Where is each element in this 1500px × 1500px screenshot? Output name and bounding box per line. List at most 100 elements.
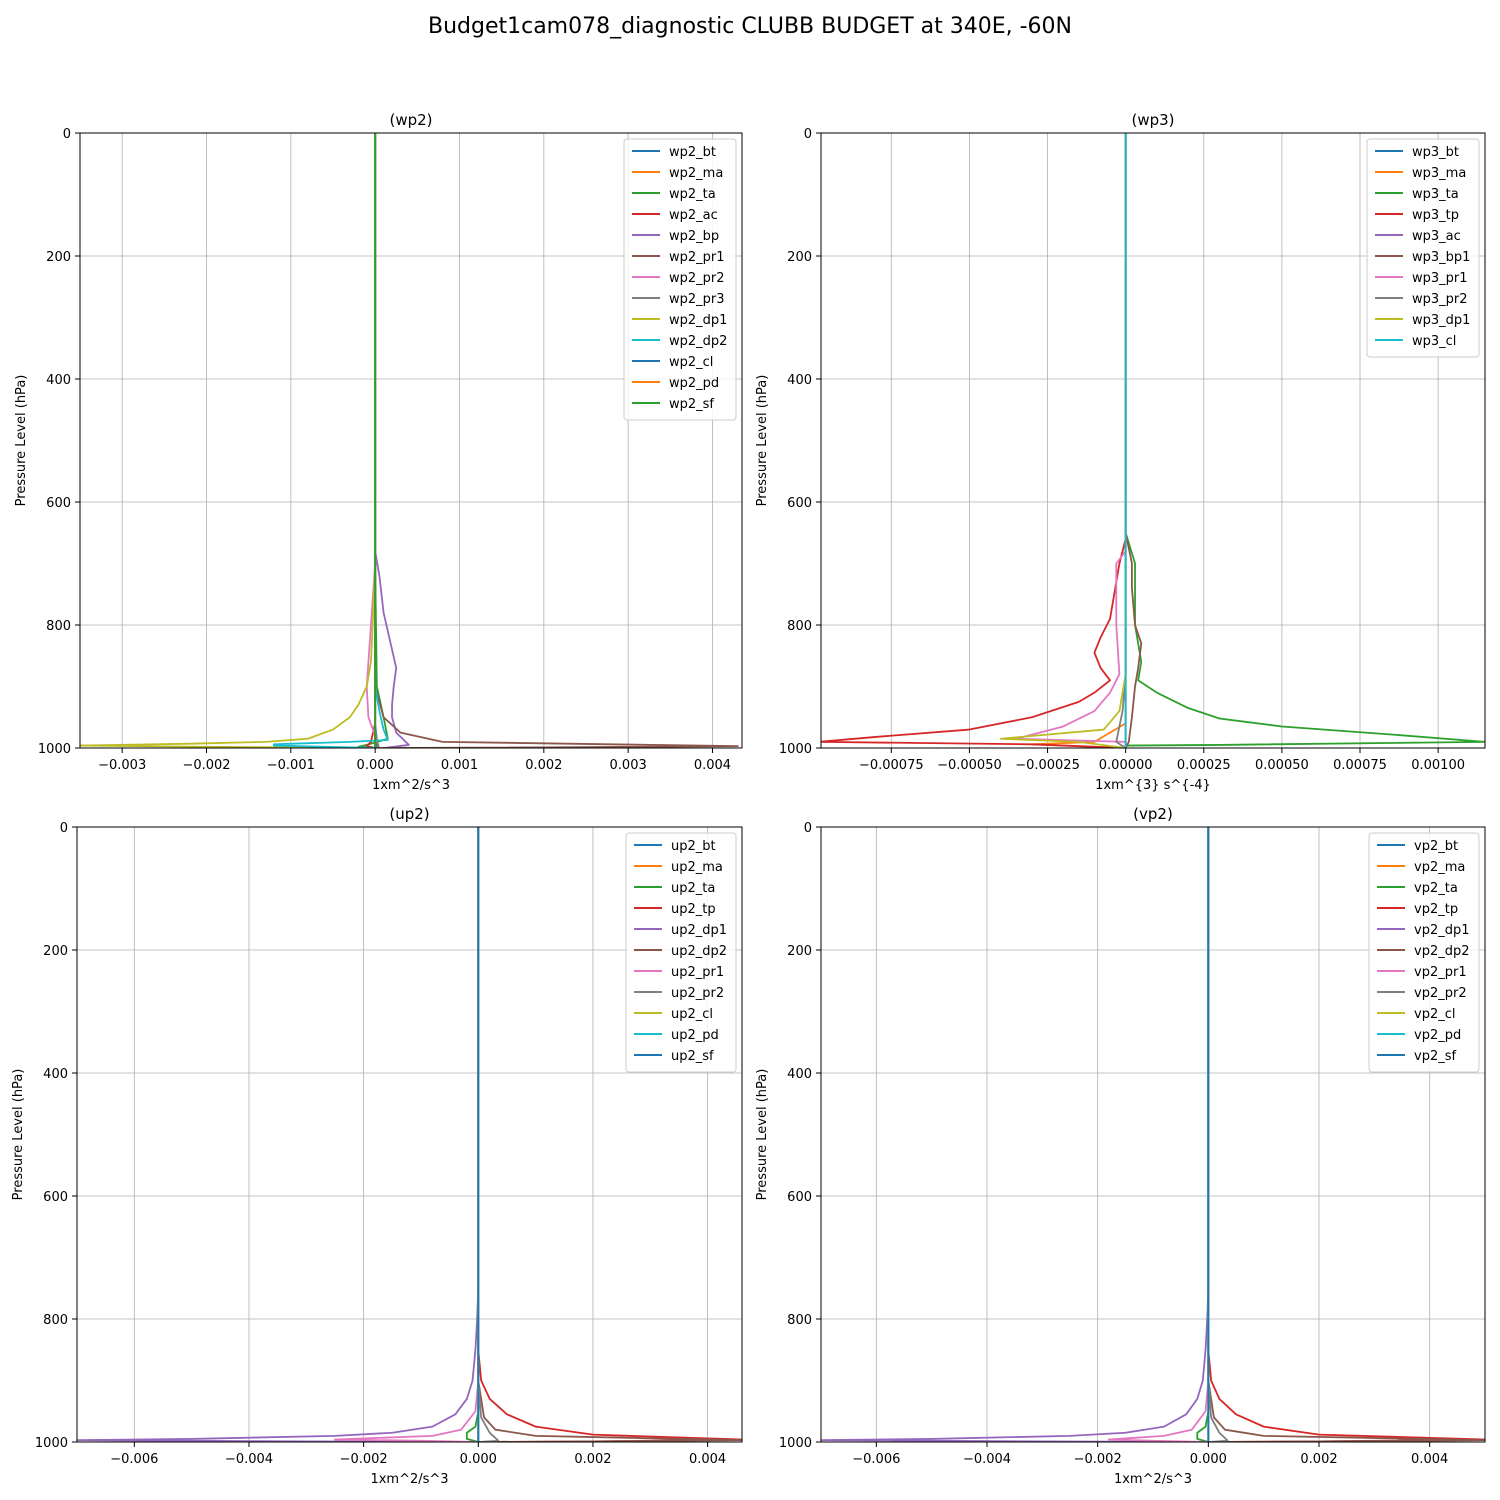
legend-entry: up2_dp2 [671, 944, 727, 959]
y-axis-label: Pressure Level (hPa) [11, 1069, 26, 1201]
y-tick-label: 200 [787, 250, 812, 265]
x-tick-label: 0.00000 [1099, 758, 1153, 773]
x-tick-label: −0.003 [98, 758, 146, 773]
x-tick-label: −0.001 [267, 758, 315, 773]
chart-title: (vp2) [1133, 805, 1173, 823]
series-line-wp3_tp [821, 133, 1127, 748]
series-line-vp2_dp1 [821, 827, 1210, 1442]
y-tick-label: 200 [43, 944, 68, 959]
legend-entry: wp3_ta [1412, 187, 1459, 202]
y-tick-label: 600 [787, 496, 812, 511]
legend-entry: wp2_dp1 [669, 313, 727, 328]
y-tick-label: 1000 [779, 1436, 812, 1451]
legend: up2_bt up2_ma up2_ta up2_tp up2_dp1 up2_dp2up… [625, 832, 737, 1073]
legend-frame [623, 138, 737, 421]
x-tick-label: −0.004 [225, 1452, 273, 1467]
y-tick-label: 800 [787, 619, 812, 634]
legend-entry: wp2_dp2 [669, 334, 727, 349]
legend-entry: wp3_tp [1412, 208, 1459, 223]
y-tick-label: 600 [46, 496, 71, 511]
figure-title: Budget1cam078_diagnostic CLUBB BUDGET at… [427, 14, 1073, 39]
series-line-wp3_dp1 [999, 133, 1127, 748]
axes-frame [76, 826, 743, 1443]
y-tick-label: 600 [787, 1190, 812, 1205]
series-line-wp3_ta [1124, 133, 1485, 748]
legend-entry: up2_pd [671, 1028, 719, 1043]
legend-entry: vp2_pr1 [1414, 965, 1467, 980]
y-tick-label: 600 [43, 1190, 68, 1205]
legend-entry: wp3_ac [1412, 229, 1461, 244]
legend-entry: wp2_pr3 [669, 292, 725, 307]
legend-entry: up2_tp [671, 902, 716, 917]
x-tick-label: 0.000 [1190, 1452, 1227, 1467]
x-axis-label: 1xm^2/s^3 [1114, 1472, 1192, 1487]
series-line-up2_pr2 [477, 827, 500, 1442]
legend-entry: wp3_ma [1412, 166, 1466, 181]
legend-entry: vp2_bt [1414, 839, 1458, 854]
y-tick-label: 0 [804, 127, 812, 142]
chart-title: (wp3) [1131, 111, 1174, 129]
x-tick-label: 0.002 [525, 758, 562, 773]
x-tick-label: −0.006 [852, 1452, 900, 1467]
legend-entry: up2_bt [671, 839, 716, 854]
chart-title: (up2) [389, 805, 429, 823]
legend-entry: up2_ta [671, 881, 715, 896]
legend-entry: wp3_pr2 [1412, 292, 1468, 307]
x-tick-label: 0.00075 [1333, 758, 1387, 773]
x-axis-label: 1xm^2/s^3 [372, 778, 450, 793]
series-line-vp2_ta [1196, 827, 1210, 1442]
legend-entry: wp2_ma [669, 166, 723, 181]
series-line-wp2_dp2 [273, 133, 389, 748]
legend-entry: up2_pr2 [671, 986, 724, 1001]
series-line-wp3_pr1 [1015, 133, 1127, 748]
chart-panel-2: −0.006 −0.004 −0.002 0.000 0.002 0.004 0 200 400… [11, 805, 743, 1487]
legend-entry: wp2_bt [669, 145, 716, 160]
legend-entry: wp2_sf [669, 397, 714, 412]
series-group [77, 827, 742, 1442]
y-tick-label: 400 [46, 373, 71, 388]
series-line-wp2_bp [374, 133, 410, 748]
legend-entry: wp3_dp1 [1412, 313, 1470, 328]
y-tick-label: 0 [804, 821, 812, 836]
y-tick-label: 1000 [38, 742, 71, 757]
x-tick-label: 0.00050 [1255, 758, 1309, 773]
axes-frame [79, 132, 743, 749]
x-tick-label: 0.000 [357, 758, 394, 773]
series-line-vp2_pr1 [1107, 827, 1210, 1442]
y-tick-label: 800 [46, 619, 71, 634]
legend-entry: up2_ma [671, 860, 723, 875]
legend: wp2_bt wp2_ma wp2_ta wp2_ac wp2_bp wp2_pr1 wp2… [623, 138, 737, 421]
legend-entry: up2_cl [671, 1007, 713, 1022]
series-line-up2_pr1 [334, 827, 480, 1442]
chart-panel-0: −0.003 −0.002 −0.001 0.000 0.001 0.002 0.003 0.… [14, 111, 743, 793]
y-tick-label: 1000 [35, 1436, 68, 1451]
x-tick-label: −0.00075 [859, 758, 924, 773]
y-tick-label: 800 [787, 1313, 812, 1328]
x-axis-label: 1xm^{3} s^{-4} [1095, 778, 1211, 793]
legend-entry: up2_sf [671, 1049, 714, 1064]
y-tick-label: 200 [46, 250, 71, 265]
legend-entry: wp2_cl [669, 355, 713, 370]
series-line-wp2_pr2 [365, 133, 381, 748]
x-axis-label: 1xm^2/s^3 [370, 1472, 448, 1487]
legend-entry: up2_dp1 [671, 923, 727, 938]
y-axis-label: Pressure Level (hPa) [755, 375, 770, 507]
y-tick-label: 400 [787, 1067, 812, 1082]
x-tick-label: −0.002 [1074, 1452, 1122, 1467]
series-line-vp2_pr2 [1207, 827, 1229, 1442]
x-tick-label: 0.00100 [1411, 758, 1465, 773]
legend-entry: wp3_pr1 [1412, 271, 1468, 286]
series-group [821, 827, 1485, 1442]
legend-entry: vp2_sf [1414, 1049, 1456, 1064]
x-tick-label: 0.004 [1411, 1452, 1448, 1467]
y-tick-label: 0 [60, 821, 68, 836]
series-group [80, 133, 739, 748]
legend: wp3_bt wp3_ma wp3_ta wp3_tp wp3_ac wp3_bp1 wp3… [1366, 138, 1480, 358]
legend: vp2_bt vp2_ma vp2_ta vp2_tp vp2_dp1 vp2_dp2vp… [1368, 832, 1480, 1073]
x-tick-label: 0.004 [694, 758, 731, 773]
legend-entry: wp3_bp1 [1412, 250, 1470, 265]
x-tick-label: −0.004 [963, 1452, 1011, 1467]
x-tick-label: −0.006 [110, 1452, 158, 1467]
series-line-up2_dp1 [77, 827, 480, 1442]
